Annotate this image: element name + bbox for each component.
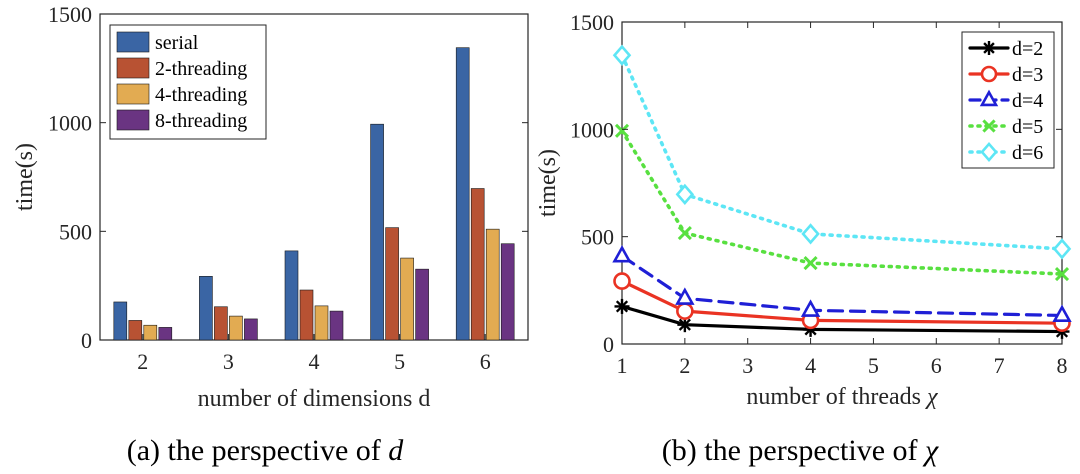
- bar-y-ticks: 0 500 1000 1500: [48, 2, 528, 353]
- line-series-group: [612, 44, 1072, 340]
- line-x-tick-label: 1: [617, 353, 628, 378]
- line-x-tick-label: 7: [994, 353, 1005, 378]
- bar-x-tick-label: 2: [137, 349, 148, 374]
- bar-x-tick-label: 6: [480, 349, 491, 374]
- bar-y-tick-label: 1000: [48, 111, 92, 136]
- bar-serial-d3: [199, 276, 213, 341]
- bar-8-threading-d3: [244, 318, 258, 341]
- line-y-axis-label: time(s): [535, 149, 561, 217]
- line-legend-label-d=2: d=2: [1012, 38, 1043, 60]
- bar-x-axis-label: number of dimensions d: [198, 386, 431, 412]
- line-point-d=4-x1: [612, 245, 632, 263]
- bar-y-tick-label: 1500: [48, 2, 92, 27]
- bar-serial-d4: [284, 250, 299, 341]
- line-x-tick-label: 5: [868, 353, 879, 378]
- line-point-d=6-x1: [612, 44, 632, 66]
- line-series-d=2: [620, 304, 1064, 334]
- bar-4-threading-d3: [229, 315, 243, 341]
- line-legend-marker-d=4: [979, 89, 999, 107]
- line-series-d=3: [620, 279, 1064, 325]
- bar-4-threading-d4: [314, 305, 329, 341]
- line-x-tick-label: 4: [805, 353, 816, 378]
- line-series-d=4: [620, 254, 1064, 318]
- line-legend-marker-d=3: [980, 65, 998, 83]
- line-point-d=6-x8: [1052, 238, 1072, 260]
- caption-b: (b) the perspective of χ: [662, 434, 939, 467]
- bar-4-threading-d2: [143, 324, 158, 341]
- line-point-d=5-x2: [677, 225, 692, 241]
- bar-serial-d2: [113, 301, 128, 341]
- line-point-d=6-x4: [801, 223, 820, 245]
- bar-8-threading-d6: [500, 243, 515, 341]
- line-legend: d=2 d=3 d=4 d=5 d=6: [961, 31, 1055, 169]
- line-y-tick-label: 1500: [570, 10, 614, 35]
- line-legend-marker-d=2: [982, 41, 996, 55]
- bar-legend-label-2-threading: 2-threading: [155, 58, 247, 80]
- bar-x-tick-label: 3: [223, 349, 234, 374]
- line-series-d=6: [620, 53, 1064, 251]
- bar-x-tick-label: 4: [309, 349, 320, 374]
- line-point-d=4-x2: [675, 287, 695, 305]
- bar-chart-panel: 0 500 1000 1500 2 3 4 5 6 time(s) number of dim…: [12, 2, 529, 467]
- line-legend-label-d=4: d=4: [1012, 90, 1043, 112]
- bar-y-tick-label: 500: [59, 219, 92, 244]
- bar-legend: serial 2-threading 4-threading 8-threading: [109, 24, 267, 140]
- line-point-d=5-x8: [1054, 266, 1070, 282]
- bar-2-threading-d2: [128, 320, 143, 341]
- line-legend-entries: d=2 d=3 d=4 d=5 d=6: [968, 38, 1043, 164]
- line-point-d=3-x2: [676, 302, 694, 320]
- line-x-tick-label: 6: [931, 353, 942, 378]
- bar-legend-entries: serial 2-threading 4-threading 8-threading: [116, 31, 247, 132]
- bar-legend-swatch-serial: [116, 31, 150, 53]
- bar-serial-d5: [370, 123, 384, 341]
- bar-2-threading-d3: [214, 306, 228, 341]
- line-point-d=4-x8: [1052, 304, 1072, 322]
- line-x-tick-label: 3: [742, 353, 753, 378]
- line-point-d=6-x2: [675, 183, 695, 205]
- line-x-axis-label: number of threads χ: [746, 384, 939, 410]
- bar-legend-label-8-threading: 8-threading: [155, 110, 247, 132]
- bar-y-tick-label: 0: [81, 328, 92, 353]
- line-series-d=5: [620, 129, 1064, 276]
- bar-legend-swatch-8-threading: [116, 109, 150, 131]
- bar-x-tick-label: 5: [394, 349, 405, 374]
- line-y-tick-label: 0: [603, 332, 614, 357]
- line-point-d=4-x4: [800, 299, 821, 317]
- caption-a: (a) the perspective of d: [127, 434, 405, 467]
- line-point-d=5-x1: [614, 123, 630, 138]
- line-point-d=2-x1: [614, 298, 630, 314]
- bar-y-axis-label: time(s): [12, 143, 38, 211]
- line-x-tick-label: 8: [1057, 353, 1068, 378]
- bar-4-threading-d6: [485, 228, 500, 341]
- line-y-tick-label: 500: [581, 225, 614, 250]
- bar-legend-label-serial: serial: [155, 32, 199, 54]
- bar-2-threading-d4: [299, 289, 314, 341]
- bar-series-group: [113, 47, 515, 341]
- bar-legend-swatch-4-threading: [116, 83, 150, 105]
- bar-4-threading-d5: [400, 257, 414, 341]
- line-x-ticks: 1 2 3 4 5 6 7 8: [617, 22, 1068, 378]
- bar-legend-label-4-threading: 4-threading: [155, 84, 247, 106]
- line-y-ticks: 0 500 1000 1500: [570, 10, 1062, 357]
- line-legend-marker-d=5: [982, 119, 996, 133]
- bar-2-threading-d5: [385, 227, 399, 341]
- bar-8-threading-d4: [329, 310, 344, 341]
- line-point-d=5-x4: [803, 256, 818, 271]
- line-y-tick-label: 1000: [570, 117, 614, 142]
- bar-8-threading-d2: [158, 327, 173, 341]
- line-legend-marker-d=6: [980, 141, 998, 163]
- bar-x-ticks: 2 3 4 5 6: [137, 334, 491, 374]
- line-point-d=3-x1: [613, 272, 631, 290]
- line-legend-label-d=5: d=5: [1012, 116, 1043, 138]
- line-point-d=2-x2: [677, 317, 693, 333]
- bar-legend-swatch-2-threading: [116, 57, 150, 79]
- bar-2-threading-d6: [470, 188, 485, 341]
- line-legend-label-d=3: d=3: [1012, 64, 1043, 86]
- line-legend-label-d=6: d=6: [1012, 142, 1043, 164]
- bar-8-threading-d5: [415, 268, 429, 341]
- line-x-tick-label: 2: [679, 353, 690, 378]
- bar-serial-d6: [455, 47, 470, 341]
- line-chart-panel: 0 500 1000 1500 1 2 3 4 5 6 7 8 time(s) number of …: [535, 10, 1072, 467]
